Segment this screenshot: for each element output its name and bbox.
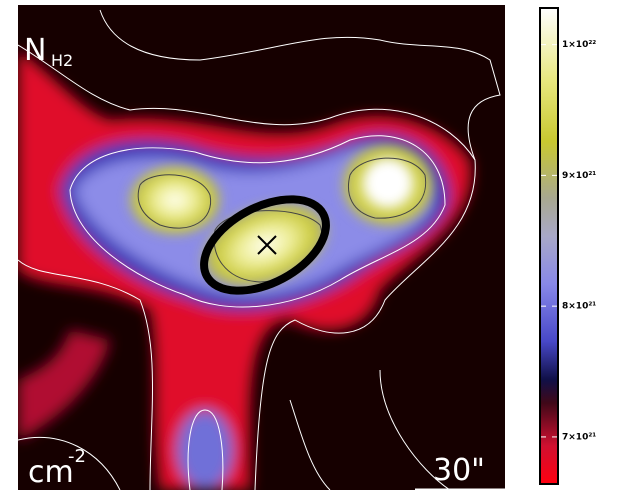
unit-label: cm (28, 455, 74, 490)
colorbar-tick-label: 9×10²¹ (562, 171, 596, 181)
colorbar-tick-label: 7×10²¹ (562, 432, 596, 442)
colorbar-tick-label: 8×10²¹ (562, 302, 596, 312)
colorbar (540, 8, 558, 484)
map-label-subscript: H2 (51, 51, 73, 70)
colorbar-tick-label: 1×10²² (562, 40, 596, 50)
map-label: N (24, 33, 46, 68)
unit-exponent: -2 (68, 446, 86, 467)
map (18, 5, 505, 490)
colorbar-frame (539, 7, 559, 485)
scale-bar-label: 30" (433, 453, 485, 488)
